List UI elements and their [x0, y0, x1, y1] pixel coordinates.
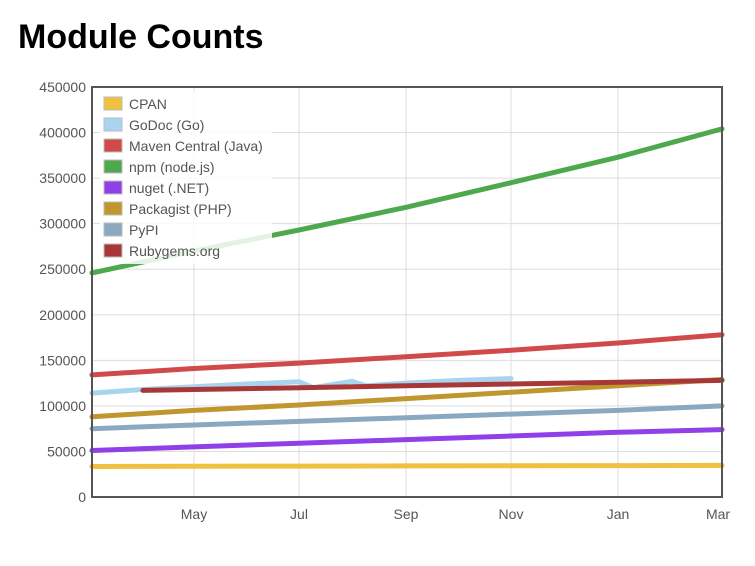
- y-tick-label: 350000: [39, 170, 86, 186]
- x-tick-label: Mar: [706, 506, 730, 522]
- x-tick-label: Jan: [607, 506, 630, 522]
- legend-label: nuget (.NET): [129, 180, 209, 196]
- x-tick-label: Nov: [499, 506, 524, 522]
- y-tick-label: 300000: [39, 216, 86, 232]
- legend-label: Packagist (PHP): [129, 201, 232, 217]
- y-tick-label: 400000: [39, 125, 86, 141]
- y-tick-label: 150000: [39, 352, 86, 368]
- legend-swatch: [103, 201, 123, 216]
- legend-label: npm (node.js): [129, 159, 215, 175]
- legend-swatch: [103, 138, 123, 153]
- legend: CPAN GoDoc (Go) Maven Central (Java) npm (n…: [100, 92, 272, 264]
- legend-label: Maven Central (Java): [129, 138, 263, 154]
- x-tick-label: May: [181, 506, 207, 522]
- legend-swatch: [103, 243, 123, 258]
- legend-background: [100, 92, 272, 264]
- series-line: [89, 332, 725, 378]
- legend-label: CPAN: [129, 96, 167, 112]
- page-title: Module Counts: [18, 18, 264, 56]
- legend-label: Rubygems.org: [129, 243, 220, 259]
- axis-layer: 450000 400000 350000 300000 250000 200000 1500…: [39, 79, 730, 522]
- x-tick-label: Jul: [290, 506, 308, 522]
- series-line: [89, 462, 725, 469]
- legend-swatch: [103, 117, 123, 132]
- legend-swatch: [103, 159, 123, 174]
- series-line: [140, 377, 725, 393]
- plot-frame: [91, 86, 723, 498]
- legend-swatch: [103, 180, 123, 195]
- series-line: [89, 427, 725, 453]
- y-tick-label: 450000: [39, 79, 86, 95]
- y-tick-label: 250000: [39, 261, 86, 277]
- series-line: [89, 403, 725, 432]
- legend-label: PyPI: [129, 222, 159, 238]
- y-tick-label: 0: [78, 489, 86, 505]
- y-tick-label: 100000: [39, 398, 86, 414]
- x-tick-label: Sep: [394, 506, 419, 522]
- y-tick-label: 50000: [47, 443, 86, 459]
- legend-label: GoDoc (Go): [129, 117, 204, 133]
- legend-swatch: [103, 222, 123, 237]
- series-layer: [89, 126, 725, 469]
- y-tick-label: 200000: [39, 307, 86, 323]
- legend-swatch: [103, 96, 123, 111]
- series-line: [89, 377, 725, 420]
